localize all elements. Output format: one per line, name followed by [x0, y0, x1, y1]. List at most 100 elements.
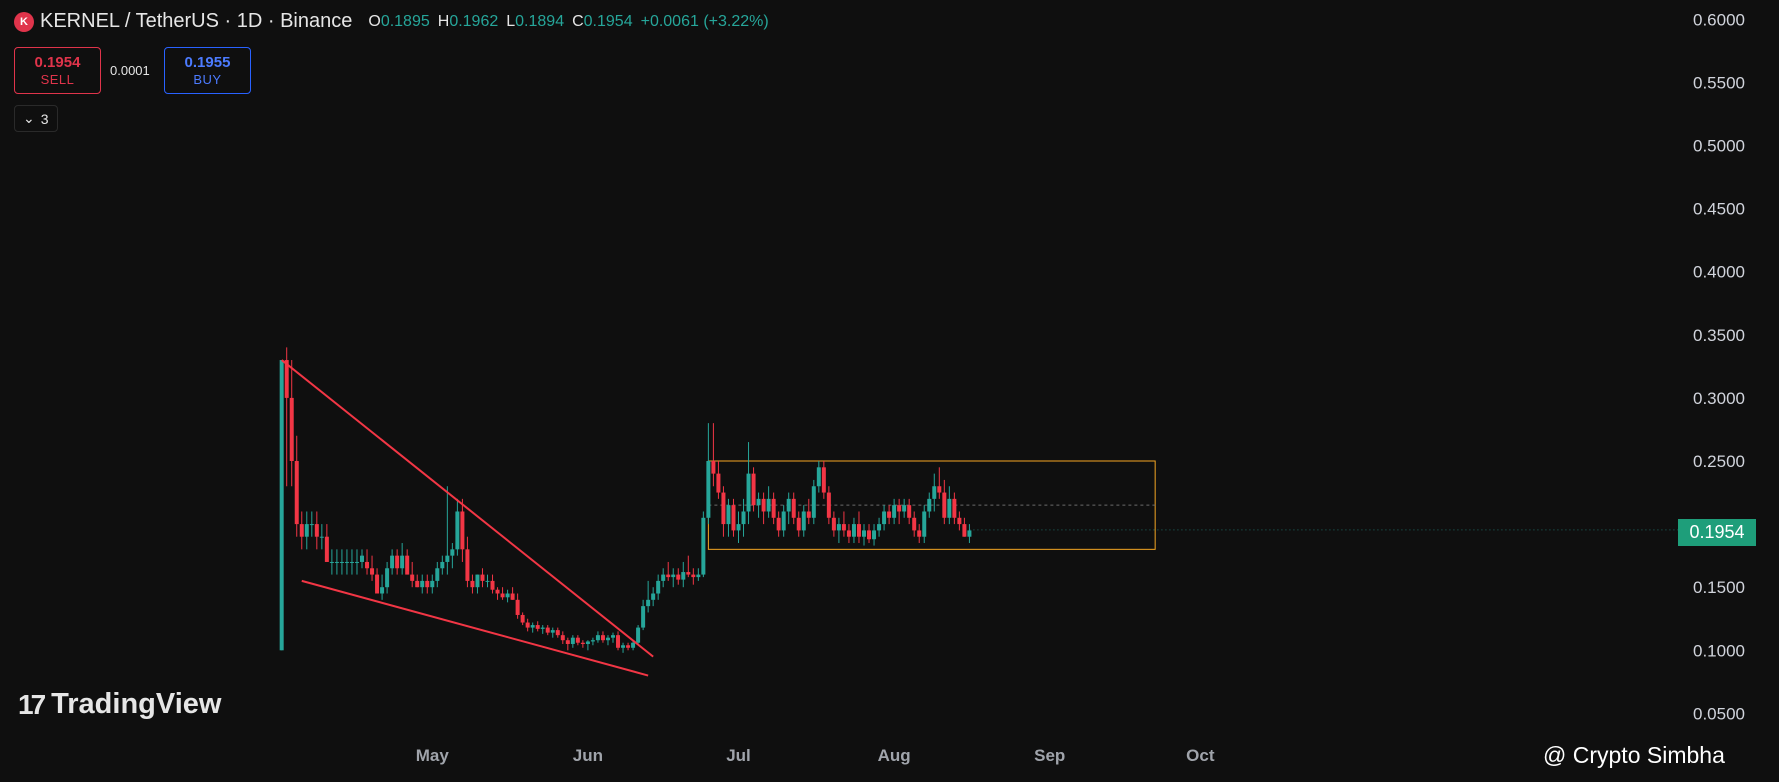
candle-body: [570, 637, 575, 644]
candle-body: [741, 511, 746, 525]
candle: [791, 492, 796, 525]
candle: [304, 511, 309, 550]
ohlc-low-value: 0.1894: [515, 12, 565, 30]
candle-body: [460, 511, 465, 550]
candle: [611, 632, 615, 643]
watermark-text: @ Crypto Simbha: [1543, 742, 1725, 768]
candle: [360, 549, 364, 569]
candle-body: [897, 505, 902, 512]
candle-body: [324, 536, 329, 562]
candle: [696, 568, 701, 581]
candle: [736, 511, 741, 544]
candle: [349, 549, 354, 575]
candle: [706, 423, 711, 525]
candle: [495, 587, 500, 600]
candle-body: [967, 530, 972, 537]
candle-body: [856, 524, 861, 537]
candle-body: [510, 593, 515, 600]
candle-body: [365, 561, 370, 569]
candle: [626, 642, 631, 651]
candle-body: [786, 498, 791, 512]
candle: [329, 549, 334, 575]
candle-body: [877, 524, 882, 531]
candle: [786, 492, 791, 525]
y-axis-tick-label: 0.3500: [1693, 326, 1745, 345]
candle: [841, 511, 846, 537]
candle: [927, 492, 932, 518]
buy-price: 0.1955: [184, 53, 231, 71]
candle: [560, 631, 565, 644]
candle-body: [470, 580, 475, 588]
candle: [430, 574, 435, 594]
candle: [575, 635, 580, 646]
candle: [942, 479, 947, 525]
candle-body: [937, 486, 942, 493]
candle-body: [415, 580, 420, 588]
candle-body: [314, 524, 319, 537]
candle-body: [957, 517, 962, 525]
candle-body: [344, 561, 349, 563]
candle: [450, 543, 455, 569]
candle-body: [681, 572, 686, 580]
sell-price: 0.1954: [34, 53, 81, 71]
candle-body: [555, 630, 560, 636]
candle: [500, 587, 505, 600]
buy-button[interactable]: 0.1955 BUY: [164, 47, 251, 94]
candle: [385, 561, 390, 594]
candle: [957, 511, 962, 531]
candle: [470, 574, 475, 594]
candle: [882, 505, 887, 531]
candle-body: [445, 555, 450, 562]
candle-body: [766, 498, 771, 512]
candle: [656, 574, 661, 600]
symbol-title[interactable]: KERNEL / TetherUS · 1D · Binance: [40, 10, 353, 32]
buy-label: BUY: [193, 71, 222, 87]
candle-body: [671, 574, 676, 578]
candle: [616, 631, 621, 651]
candle: [279, 360, 284, 651]
candle-body: [455, 511, 460, 550]
ohlc-close-key: C: [572, 12, 584, 30]
ohlc-change: +0.0061 (+3.22%): [640, 12, 769, 30]
candle-body: [390, 555, 395, 569]
x-axis-tick-label: Oct: [1186, 746, 1215, 765]
candle: [917, 524, 922, 544]
candle: [811, 479, 816, 525]
candle: [319, 524, 324, 550]
candle-body: [912, 517, 917, 531]
tradingview-logo[interactable]: 17 TradingView: [18, 688, 221, 721]
sell-button[interactable]: 0.1954 SELL: [14, 47, 101, 94]
candle-body: [907, 505, 912, 518]
candle-body: [420, 580, 425, 588]
candle: [490, 574, 495, 594]
candle-body: [646, 599, 651, 607]
indicators-toggle[interactable]: ⌄ 3: [14, 105, 58, 132]
current-price-badge: 0.1954: [1678, 519, 1756, 546]
candle-body: [465, 549, 470, 581]
candle: [751, 467, 756, 512]
candle-body: [922, 511, 927, 537]
candle: [339, 549, 344, 575]
candle-body: [485, 580, 490, 582]
candle-body: [796, 517, 801, 531]
candle: [465, 536, 470, 588]
tradingview-logo-text: TradingView: [51, 688, 222, 720]
candle-body: [801, 511, 806, 531]
candle-body: [947, 498, 952, 518]
candle: [867, 524, 872, 544]
candle: [731, 498, 736, 537]
candle: [605, 635, 610, 646]
candle: [415, 574, 420, 588]
candle-body: [716, 473, 721, 493]
candle: [370, 555, 375, 581]
candle-body: [349, 561, 354, 563]
candle-body: [289, 397, 294, 461]
candle-body: [867, 530, 872, 540]
candle: [435, 561, 440, 588]
candle-body: [435, 568, 440, 581]
candle-body: [776, 517, 781, 531]
candle: [344, 549, 349, 575]
candle-body: [299, 524, 304, 537]
candle: [937, 467, 942, 499]
